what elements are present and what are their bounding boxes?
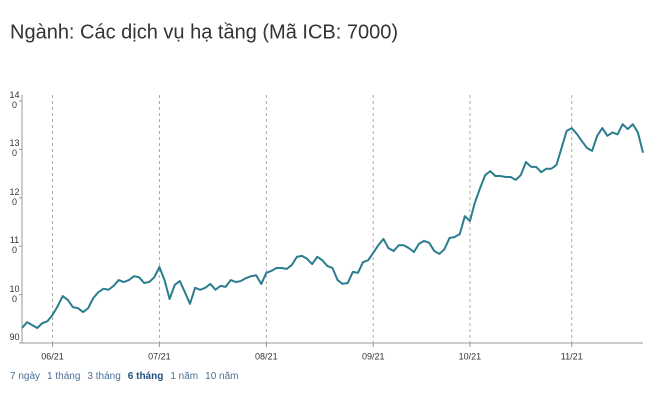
range-button[interactable]: 3 tháng [87, 371, 121, 382]
range-button[interactable]: 1 năm [170, 371, 199, 382]
y-tick-label: 110 [9, 235, 20, 256]
chart-title: Ngành: Các dịch vụ hạ tầng (Mã ICB: 7000… [10, 21, 398, 43]
x-tick-label: 10/21 [459, 351, 482, 361]
price-line [21, 123, 644, 329]
range-button[interactable]: 6 tháng [127, 371, 164, 382]
x-tick-label: 11/21 [561, 351, 583, 361]
x-tick-label: 06/21 [41, 351, 64, 361]
y-tick-label: 120 [9, 186, 20, 207]
x-tick-label: 08/21 [255, 351, 278, 361]
range-button[interactable]: 1 tháng [47, 371, 81, 382]
x-tick-label: 07/21 [148, 351, 171, 361]
y-tick-label: 130 [9, 138, 20, 159]
y-tick-label: 90 [9, 332, 20, 342]
x-tick-label: 09/21 [362, 351, 385, 361]
range-button[interactable]: 10 năm [205, 371, 239, 382]
range-button[interactable]: 7 ngày [10, 371, 41, 382]
y-tick-label: 100 [9, 283, 20, 304]
range-selector: 7 ngày 1 tháng 3 tháng 6 tháng 1 năm 10 năm [10, 371, 246, 382]
y-tick-label: 140 [9, 90, 20, 110]
